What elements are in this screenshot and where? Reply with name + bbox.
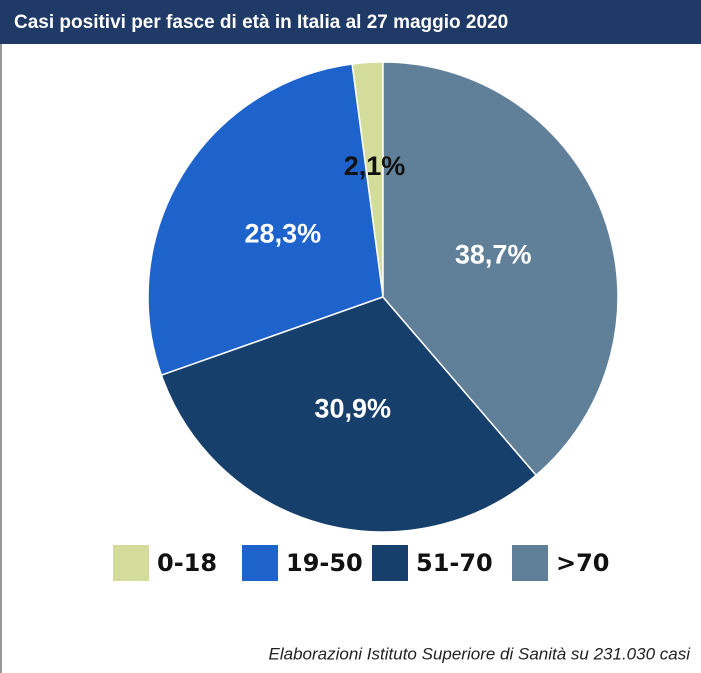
legend-label: >70: [556, 549, 610, 577]
chart-title: Casi positivi per fasce di età in Italia…: [14, 12, 508, 33]
source-note: Elaborazioni Istituto Superiore di Sanit…: [269, 644, 692, 663]
value-label: 38,7%: [455, 239, 532, 269]
legend-label: 0-18: [157, 549, 217, 577]
legend-swatch: [512, 545, 548, 581]
legend-swatch: [113, 545, 149, 581]
title-bar: [0, 0, 701, 44]
pie-slice: [160, 296, 538, 533]
value-label: 28,3%: [245, 219, 322, 249]
legend-label: 51-70: [416, 549, 493, 577]
pie-slice: [147, 63, 384, 377]
legend-swatch: [372, 545, 408, 581]
pie-slice: [382, 61, 619, 477]
value-label: 2,1%: [344, 151, 406, 181]
value-label: 30,9%: [314, 394, 391, 424]
legend-swatch: [242, 545, 278, 581]
legend-label: 19-50: [286, 549, 363, 577]
